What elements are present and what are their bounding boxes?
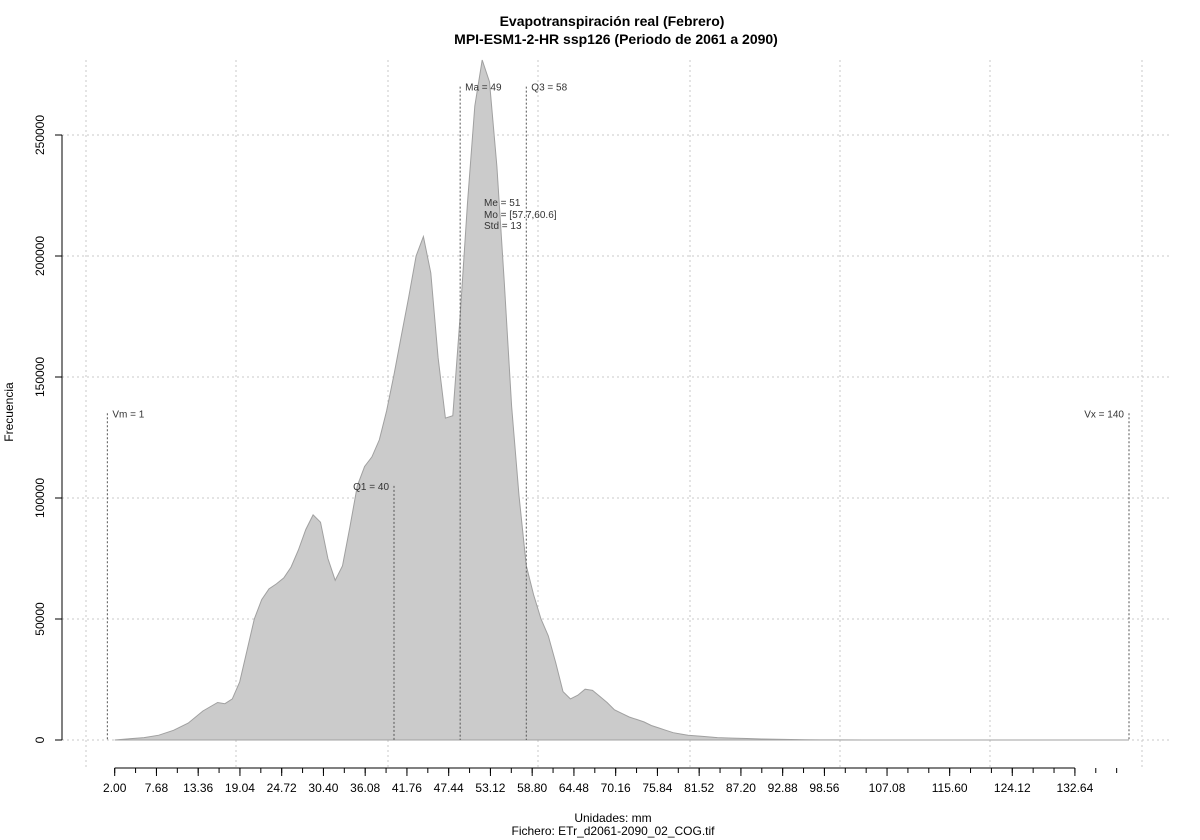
x-tick-label: 64.48 <box>559 781 589 795</box>
y-tick-label: 50000 <box>33 602 47 636</box>
x-tick-label: 47.44 <box>434 781 464 795</box>
area-series <box>114 59 1129 741</box>
y-axis-label: Frecuencia <box>2 382 16 442</box>
y-tick-label: 100000 <box>33 478 47 518</box>
y-tick-label: 200000 <box>33 236 47 276</box>
chart-subtitle: MPI-ESM1-2-HR ssp126 (Periodo de 2061 a … <box>454 31 778 47</box>
y-tick-label: 250000 <box>33 115 47 155</box>
vline-label: Vm = 1 <box>112 409 144 420</box>
vline-label: Q1 = 40 <box>353 482 389 493</box>
x-tick-label: 13.36 <box>183 781 213 795</box>
x-tick-label: 53.12 <box>475 781 505 795</box>
x-tick-label: 81.52 <box>684 781 714 795</box>
x-tick-label: 92.88 <box>768 781 798 795</box>
x-tick-label: 132.64 <box>1057 781 1094 795</box>
chart-title: Evapotranspiración real (Febrero) <box>500 13 725 29</box>
x-tick-label: 36.08 <box>350 781 380 795</box>
vline-label: Vx = 140 <box>1084 409 1124 420</box>
x-tick-label: 58.80 <box>517 781 547 795</box>
stat-std: Std = 13 <box>484 221 522 232</box>
x-tick-label: 30.40 <box>308 781 338 795</box>
vline-label: Q3 = 58 <box>531 83 567 94</box>
grid-lines <box>62 60 1170 768</box>
x-tick-label: 41.76 <box>392 781 422 795</box>
x-tick-label: 2.00 <box>103 781 127 795</box>
x-tick-label: 124.12 <box>994 781 1031 795</box>
x-tick-label: 87.20 <box>726 781 756 795</box>
file-footer: Fichero: ETr_d2061-2090_02_COG.tif <box>512 824 716 838</box>
x-axis-label: Unidades: mm <box>574 811 651 825</box>
stat-median: Me = 51 <box>484 198 521 209</box>
x-tick-label: 24.72 <box>267 781 297 795</box>
y-axis: 0 50000 100000 150000 200000 250000 <box>33 115 63 743</box>
x-axis: 2.00 7.68 13.36 19.04 24.72 30.40 36.08 41.76 47… <box>103 767 1118 795</box>
x-tick-label: 107.08 <box>869 781 906 795</box>
x-tick-label: 19.04 <box>225 781 255 795</box>
x-tick-label: 98.56 <box>809 781 839 795</box>
x-tick-label: 70.16 <box>601 781 631 795</box>
x-tick-label: 115.60 <box>932 781 968 795</box>
vline-label: Ma = 49 <box>465 83 502 94</box>
y-tick-label: 0 <box>33 736 47 743</box>
x-tick-label: 7.68 <box>145 781 169 795</box>
y-tick-label: 150000 <box>33 357 47 397</box>
x-tick-label: 75.84 <box>642 781 672 795</box>
statistics-annotation: Me = 51 Mo = [57.7,60.6] Std = 13 <box>484 198 557 232</box>
stat-mode: Mo = [57.7,60.6] <box>484 210 557 221</box>
distribution-area <box>114 59 1129 741</box>
reference-lines: Vm = 1 Q1 = 40 Ma = 49 Q3 = 58 Vx = 140 <box>106 83 1130 740</box>
